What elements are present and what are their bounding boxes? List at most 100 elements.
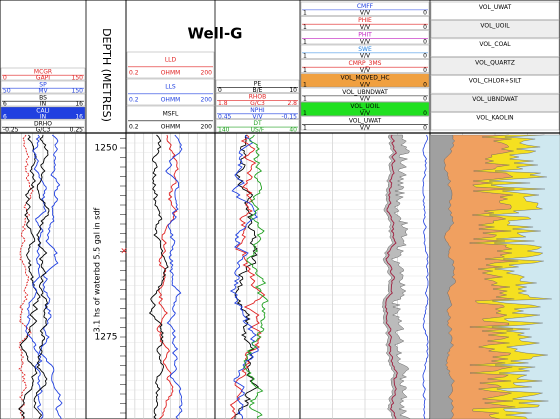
- curve-name: MSFL: [163, 111, 179, 118]
- curve-header: [300, 30, 430, 45]
- curve-unit: V/V: [360, 67, 371, 74]
- curve-header: [430, 112, 560, 131]
- curve-unit: GAPI: [36, 75, 50, 82]
- scale-right: 0: [423, 110, 427, 117]
- scale-right: 0: [423, 24, 427, 31]
- log-curve: [242, 134, 269, 419]
- curve-unit: OHMM: [161, 124, 181, 131]
- curve-name: SWE: [358, 46, 372, 53]
- depth-marker: ×: [120, 247, 128, 257]
- curve-unit: IN: [40, 114, 46, 121]
- scale-left: 1: [303, 10, 307, 17]
- scale-left: 1: [303, 38, 307, 45]
- scale-right: 0.25: [70, 127, 84, 134]
- curve-unit: MV: [38, 88, 48, 95]
- curve-name: VOL_KAOLIN: [476, 115, 513, 122]
- curve-unit: G/C3: [250, 100, 265, 107]
- scale-left: 0: [3, 75, 7, 82]
- scale-left: 1: [303, 124, 307, 131]
- curve-header: [300, 44, 430, 59]
- curve-name: VOL_COAL: [479, 41, 511, 48]
- scale-right: 0: [423, 53, 427, 60]
- scale-left: 1: [303, 110, 307, 117]
- scale-right: 40: [289, 127, 297, 134]
- curve-name: VOL_UBNDWAT: [342, 89, 388, 96]
- log-curve: [156, 134, 179, 419]
- curve-header: [215, 93, 300, 106]
- log-curve: [38, 134, 63, 419]
- curve-unit: V/V: [360, 38, 371, 45]
- log-curve: [165, 134, 183, 419]
- curve-name: VOL_UOIL: [350, 103, 380, 110]
- curve-header: [430, 1, 560, 20]
- scale-left: 0.2: [129, 124, 139, 131]
- curve-name: CMRP_3MS: [349, 60, 382, 67]
- scale-right: 0: [423, 10, 427, 17]
- depth-label: 1275: [95, 333, 118, 343]
- curve-name: BS: [39, 94, 47, 101]
- curve-header: [0, 93, 86, 107]
- curve-unit: V/V: [360, 24, 371, 31]
- scale-left: 6: [3, 101, 7, 108]
- scale-left: 1.8: [218, 100, 228, 107]
- log-curve: [18, 134, 41, 419]
- scale-left: 6: [3, 114, 7, 121]
- log-curve: [422, 134, 429, 419]
- scale-right: 0: [423, 81, 427, 88]
- log-curve: [148, 134, 169, 419]
- scale-left: 0.45: [218, 113, 232, 120]
- scale-left: 1: [303, 24, 307, 31]
- curve-header: [215, 119, 300, 133]
- curve-name: DT: [253, 120, 262, 127]
- curve-header: [430, 57, 560, 75]
- scale-left: 1: [303, 96, 307, 103]
- log-curve: [18, 134, 34, 419]
- curve-unit: OHMM: [161, 70, 181, 77]
- curve-header: [215, 106, 300, 119]
- curve-name: VOL_CHLOR+SILT: [469, 78, 522, 85]
- log-curve: [25, 134, 47, 419]
- curve-name: CALI: [36, 107, 50, 114]
- curve-header: [430, 75, 560, 94]
- scale-right: 0: [423, 124, 427, 131]
- curve-name: PHIE: [358, 17, 372, 24]
- curve-header: [126, 51, 215, 79]
- curve-header: [300, 87, 430, 102]
- curve-name: LLD: [165, 57, 177, 64]
- log-curve: [33, 134, 50, 419]
- scale-left: 1: [303, 53, 307, 60]
- scale-right: 200: [201, 70, 213, 77]
- scale-right: -0.15: [281, 113, 297, 120]
- curve-header: [0, 80, 86, 94]
- depth-label: 1250: [95, 144, 118, 154]
- curve-unit: V/V: [360, 110, 371, 117]
- curve-name: VOL_MOVED_HC: [340, 74, 389, 81]
- curve-header: [430, 20, 560, 39]
- curve-header: [0, 67, 86, 81]
- curve-name: LLS: [165, 84, 176, 91]
- curve-name: NPHI: [250, 107, 265, 114]
- scale-right: 200: [201, 97, 213, 104]
- scale-right: 10: [289, 87, 297, 94]
- curve-name: VOL_UWAT: [479, 4, 512, 11]
- curve-header: [126, 105, 215, 133]
- scale-left: 1: [303, 67, 307, 74]
- scale-left: 140: [218, 127, 230, 134]
- curve-header: [300, 73, 430, 88]
- curve-name: MCGR: [34, 68, 52, 75]
- scale-right: 150: [72, 75, 84, 82]
- scale-left: 1: [303, 81, 307, 88]
- curve-unit: V/V: [360, 10, 371, 17]
- curve-name: RHOB: [249, 94, 267, 101]
- curve-unit: US/F: [251, 127, 265, 134]
- scale-left: 0: [218, 87, 222, 94]
- curve-name: VOL_QUARTZ: [475, 59, 515, 66]
- curve-header: [0, 106, 86, 120]
- curve-name: CMFF: [357, 3, 374, 10]
- curve-header: [430, 93, 560, 112]
- curve-unit: V/V: [360, 53, 371, 60]
- curve-unit: V/V: [360, 124, 371, 131]
- scale-right: 0: [423, 67, 427, 74]
- scale-left: -0.25: [3, 127, 19, 134]
